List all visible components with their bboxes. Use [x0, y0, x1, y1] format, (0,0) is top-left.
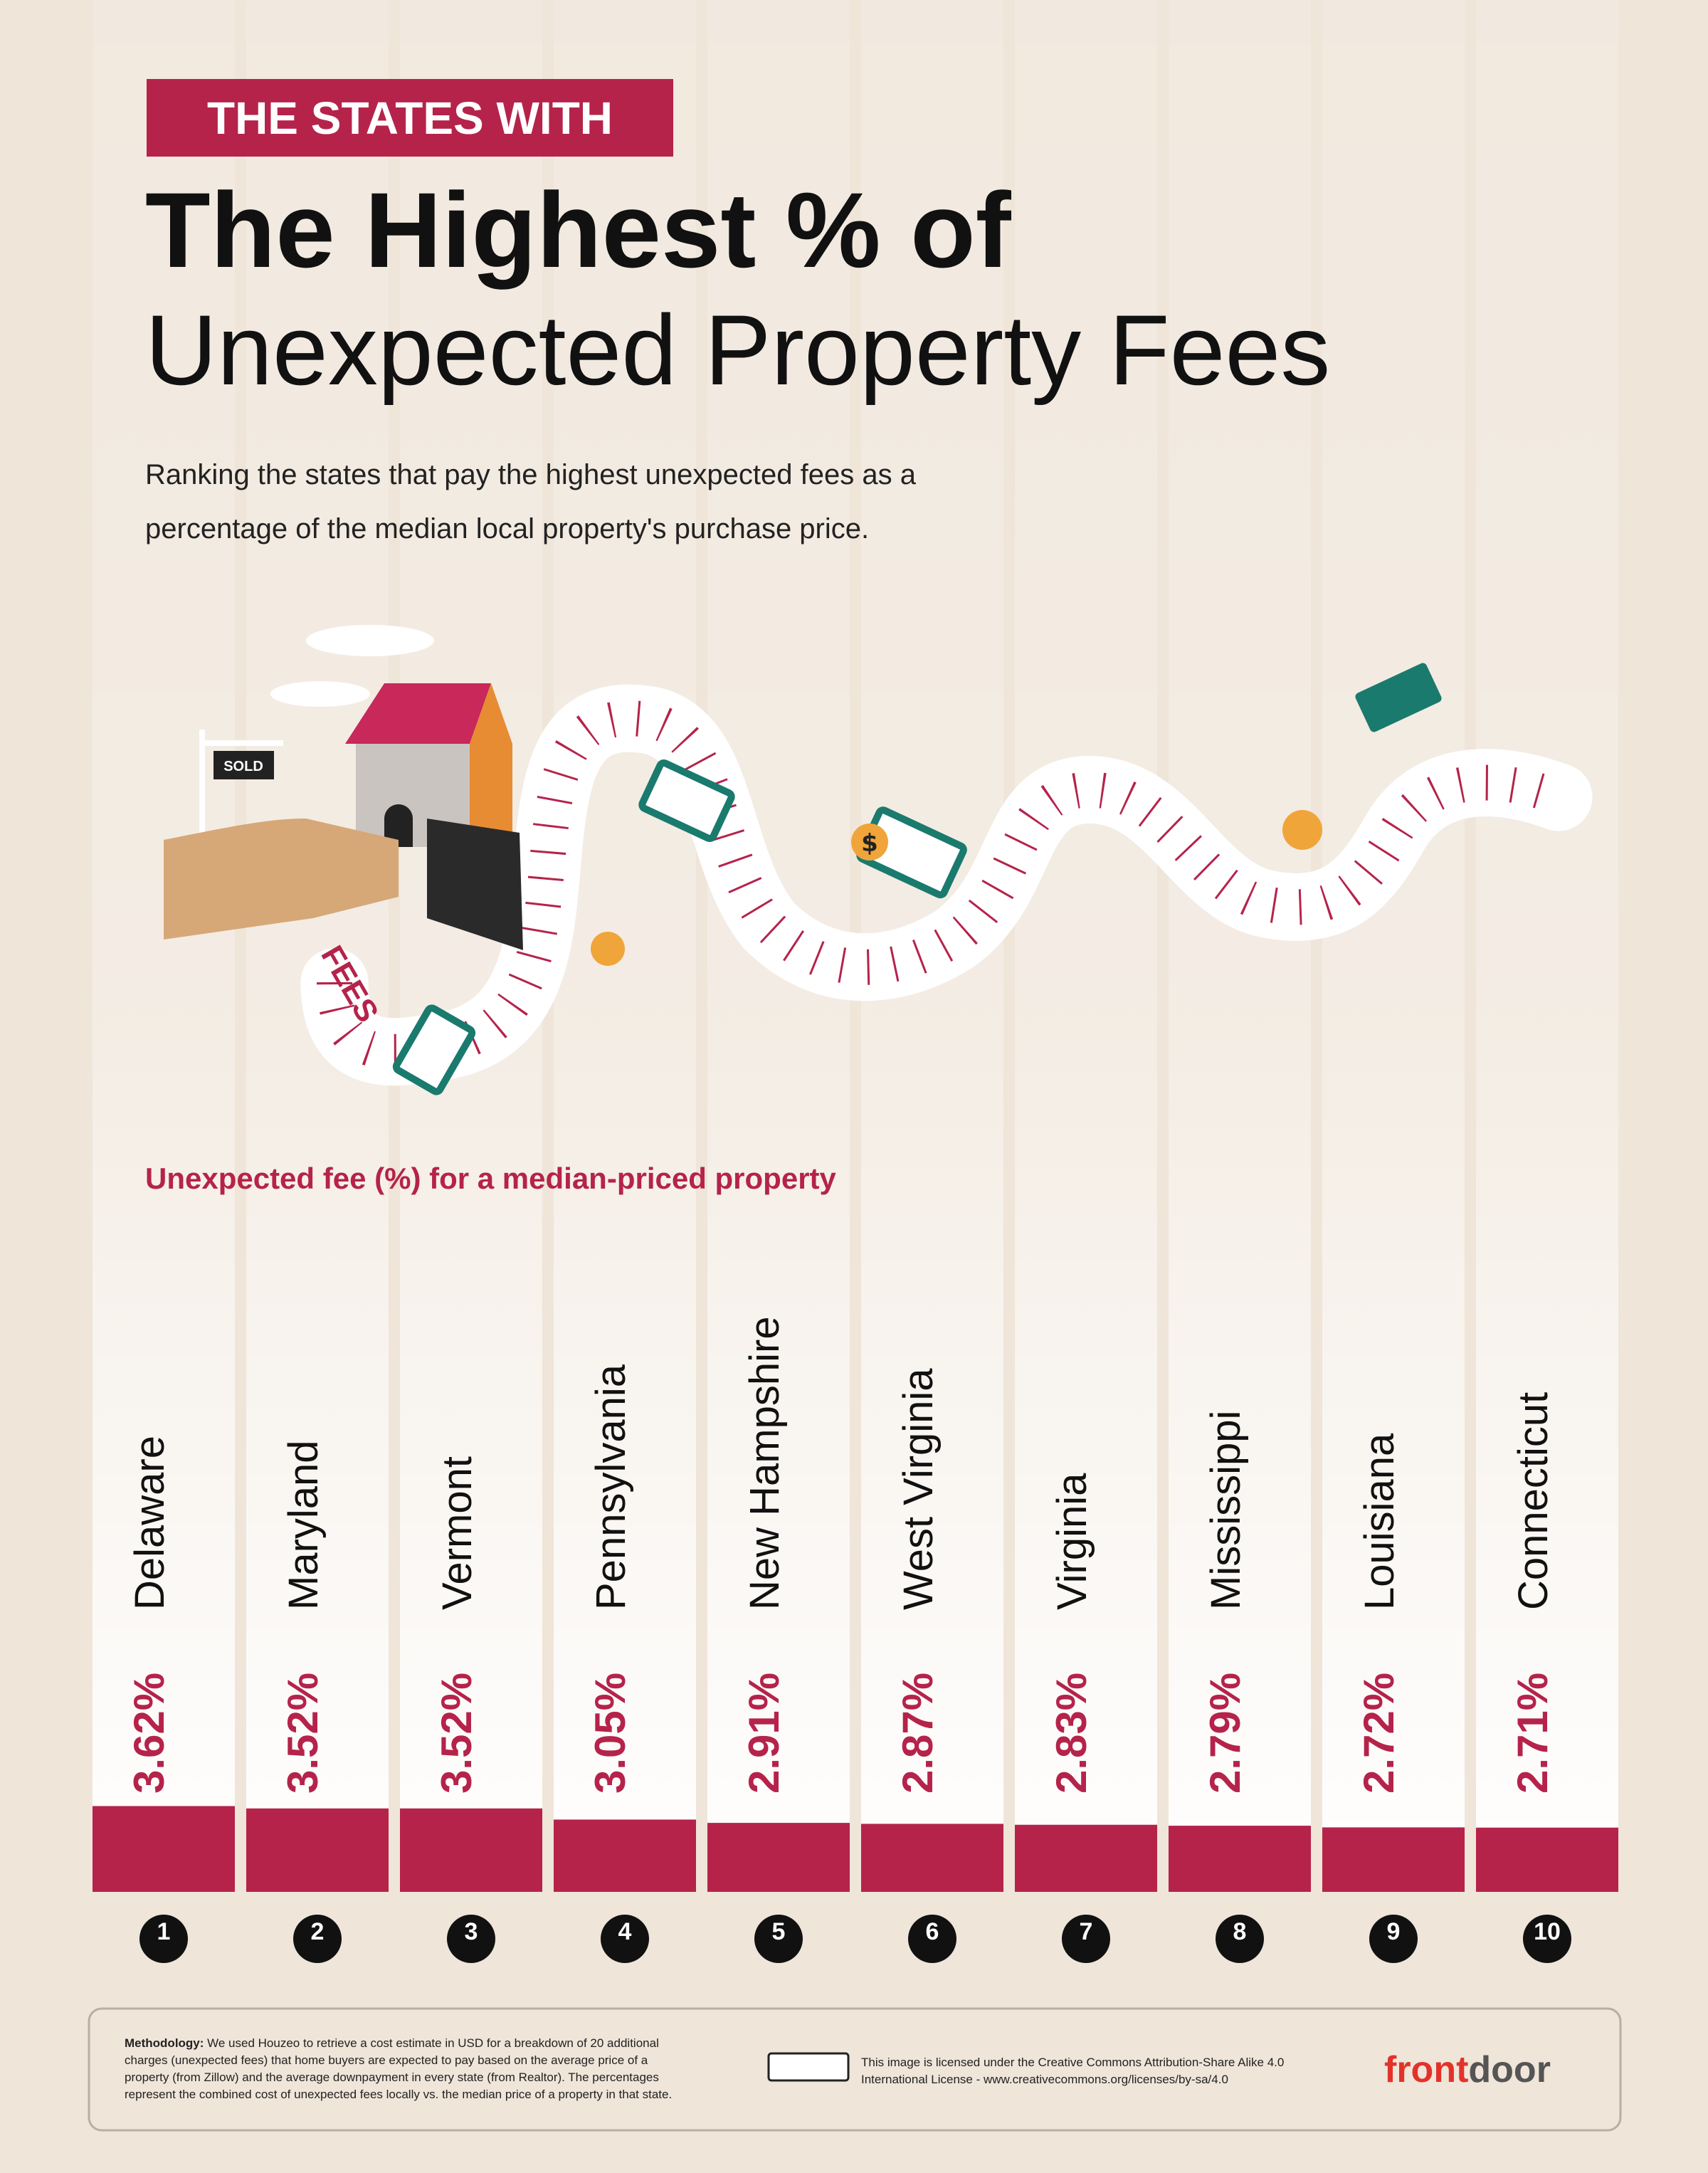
- house-side: [470, 683, 512, 847]
- category-label: Connecticut: [1510, 1392, 1556, 1610]
- category-label: Delaware: [127, 1436, 173, 1610]
- category-label: West Virginia: [895, 1368, 942, 1610]
- column: [1476, 0, 1618, 1892]
- category-label: Virginia: [1049, 1473, 1095, 1610]
- coin: [1282, 810, 1322, 850]
- category-label: New Hampshire: [742, 1316, 788, 1610]
- sign-post: [199, 730, 205, 851]
- coin: [851, 824, 888, 861]
- illustration: FEES SOLD $: [164, 625, 1593, 1095]
- bar: [861, 1824, 1003, 1892]
- bill: [1355, 663, 1442, 732]
- badge-text: THE STATES WITH: [207, 93, 613, 144]
- rank-label: 10: [1534, 1918, 1561, 1945]
- value-label: 2.91%: [740, 1673, 788, 1794]
- bar: [93, 1806, 235, 1892]
- value-label: 2.79%: [1201, 1673, 1249, 1794]
- hand: [164, 819, 399, 940]
- license: International License - www.creativecomm…: [861, 2073, 1228, 2086]
- rank-label: 6: [926, 1918, 939, 1945]
- column: [554, 0, 696, 1892]
- sleeve: [427, 819, 523, 950]
- value-label: 2.87%: [894, 1673, 942, 1794]
- subtitle: Ranking the states that pay the highest …: [145, 459, 917, 490]
- rank-badge: [908, 1915, 956, 1963]
- cc-badge: [767, 2052, 850, 2082]
- bar: [707, 1823, 850, 1892]
- chart-title: The Highest % of: [145, 170, 1012, 290]
- rank-badge: [1062, 1915, 1110, 1963]
- category-label: Pennsylvania: [588, 1364, 634, 1610]
- bill: [638, 759, 735, 842]
- rank-badge: [447, 1915, 495, 1963]
- cloud: [306, 625, 434, 656]
- rank-label: 7: [1080, 1918, 1093, 1945]
- methodology-text: We used Houzeo to retrieve a cost estima…: [204, 2036, 658, 2050]
- cloud: [270, 681, 370, 707]
- bar: [1476, 1827, 1618, 1892]
- bar: [1169, 1826, 1311, 1892]
- methodology: Methodology: We used Houzeo to retrieve …: [125, 2036, 659, 2050]
- bar: [1322, 1827, 1465, 1892]
- column: [1169, 0, 1311, 1892]
- coin-symbol: $: [861, 829, 878, 858]
- category-label: Vermont: [434, 1456, 480, 1610]
- brand-door: door: [1468, 2049, 1551, 2090]
- rank-badge: [293, 1915, 342, 1963]
- rank-label: 1: [157, 1918, 171, 1945]
- value-label: 2.72%: [1355, 1673, 1403, 1794]
- value-label: 2.71%: [1509, 1673, 1556, 1794]
- rank-badge: [754, 1915, 803, 1963]
- rank-badge: [1523, 1915, 1571, 1963]
- category-label: Maryland: [280, 1440, 327, 1610]
- rank-label: 5: [772, 1918, 786, 1945]
- category-label: Louisiana: [1356, 1433, 1403, 1610]
- value-label: 3.52%: [279, 1673, 327, 1794]
- footer-box: [88, 2007, 1622, 2132]
- brand: frontdoor: [1384, 2049, 1551, 2090]
- methodology-text: charges (unexpected fees) that home buye…: [125, 2053, 648, 2067]
- bar: [246, 1808, 389, 1892]
- rank-badge: [1216, 1915, 1264, 1963]
- badge: [147, 79, 673, 157]
- rank-label: 2: [311, 1918, 325, 1945]
- bill: [392, 1004, 476, 1095]
- column: [1322, 0, 1465, 1892]
- bar: [1015, 1824, 1157, 1892]
- brand-front: front: [1384, 2049, 1468, 2090]
- methodology-text: represent the combined cost of unexpecte…: [125, 2088, 672, 2101]
- value-label: 3.52%: [433, 1673, 480, 1794]
- rank-label: 3: [465, 1918, 478, 1945]
- sign: [214, 751, 274, 779]
- rank-badge: [139, 1915, 188, 1963]
- license: This image is licensed under the Creativ…: [861, 2056, 1284, 2069]
- rank-badge: [1369, 1915, 1418, 1963]
- methodology-label: Methodology:: [125, 2036, 204, 2050]
- bar: [400, 1808, 542, 1892]
- bar: [554, 1819, 696, 1892]
- rank-label: 4: [618, 1918, 632, 1945]
- roof: [345, 683, 491, 744]
- rank-label: 9: [1387, 1918, 1401, 1945]
- column: [1015, 0, 1157, 1892]
- coin: [591, 932, 625, 966]
- column: [93, 0, 235, 1892]
- value-label: 3.62%: [125, 1673, 173, 1794]
- chart-title-line2: Unexpected Property Fees: [145, 294, 1330, 406]
- rank-badge: [601, 1915, 649, 1963]
- road: [300, 684, 1593, 1086]
- value-label: 3.05%: [586, 1673, 634, 1794]
- axis-label: Unexpected fee (%) for a median-priced p…: [145, 1162, 837, 1195]
- value-label: 2.83%: [1048, 1673, 1095, 1794]
- category-label: Mississippi: [1203, 1411, 1249, 1610]
- methodology-text: property (from Zillow) and the average d…: [125, 2071, 659, 2084]
- door: [384, 804, 413, 847]
- subtitle: percentage of the median local property'…: [145, 513, 869, 544]
- sign-arm: [205, 740, 283, 746]
- column: [246, 0, 389, 1892]
- rank-label: 8: [1233, 1918, 1247, 1945]
- sign-text: SOLD: [223, 759, 263, 774]
